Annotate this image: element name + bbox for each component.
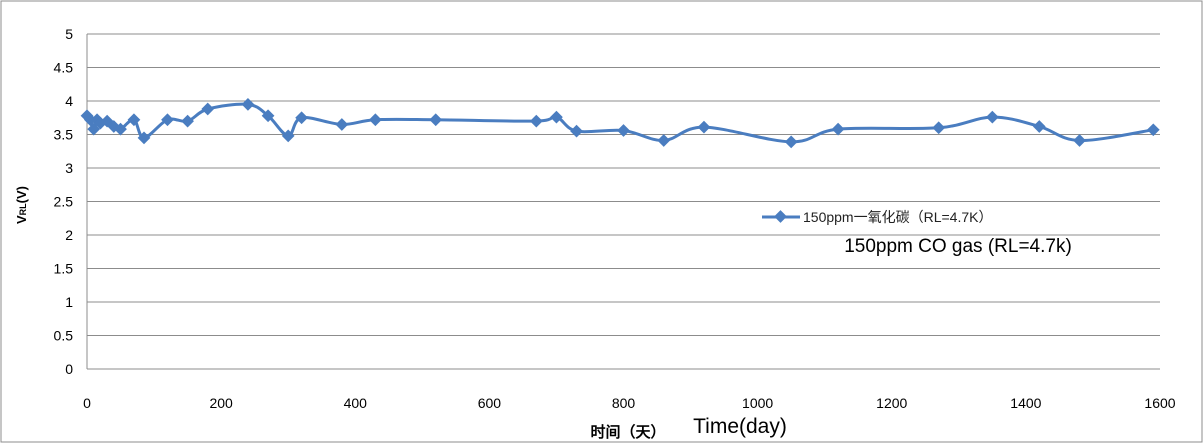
series-annotation: 150ppm CO gas (RL=4.7k) — [844, 236, 1072, 257]
y-tick-label: 2.5 — [54, 194, 74, 210]
x-tick-label: 1400 — [1010, 395, 1041, 411]
data-point-marker — [241, 97, 255, 111]
data-point-marker — [261, 109, 275, 123]
y-tick-label: 0.5 — [54, 328, 74, 344]
y-tick-label: 0 — [65, 361, 73, 377]
data-point-marker — [295, 111, 308, 125]
x-tick-label: 400 — [344, 395, 368, 411]
gridlines — [87, 33, 1160, 336]
data-point-marker — [161, 113, 174, 127]
x-tick-label: 1600 — [1144, 395, 1175, 411]
data-point-marker — [201, 102, 215, 116]
data-point-marker — [181, 114, 194, 128]
data-point-marker — [369, 113, 382, 127]
y-tick-label: 1.5 — [54, 261, 74, 277]
y-tick-label: 3 — [65, 160, 73, 176]
x-tick-label: 0 — [83, 395, 91, 411]
legend-label: 150ppm一氧化碳（RL=4.7K） — [803, 209, 992, 225]
x-tick-label: 600 — [478, 395, 502, 411]
x-tick-label: 800 — [612, 395, 636, 411]
y-tick-label: 3.5 — [54, 127, 74, 143]
x-tick-label: 1000 — [742, 395, 773, 411]
x-tick-label: 1200 — [876, 395, 907, 411]
y-tick-label: 2 — [65, 227, 73, 243]
y-tick-label: 4.5 — [54, 60, 74, 76]
data-point-marker — [335, 118, 349, 131]
y-tick-label: 4 — [65, 93, 73, 109]
x-tick-labels: 0 200 400 600 800 1000 1200 1400 1600 — [83, 395, 1176, 411]
data-point-marker — [429, 113, 443, 127]
x-tick-label: 200 — [209, 395, 233, 411]
data-point-marker — [127, 113, 141, 127]
y-tick-label: 1 — [65, 294, 73, 310]
y-axis-label: VRL(V) — [14, 186, 29, 224]
y-tick-labels: 0 0.5 1 1.5 2 2.5 3 3.5 4 4.5 5 — [54, 26, 74, 377]
x-axis-label: 时间（天） — [590, 423, 665, 441]
data-point-marker — [281, 129, 295, 143]
data-point-marker — [137, 131, 151, 145]
y-tick-label: 5 — [65, 26, 73, 42]
x-axis-label-english: Time(day) — [693, 415, 787, 438]
